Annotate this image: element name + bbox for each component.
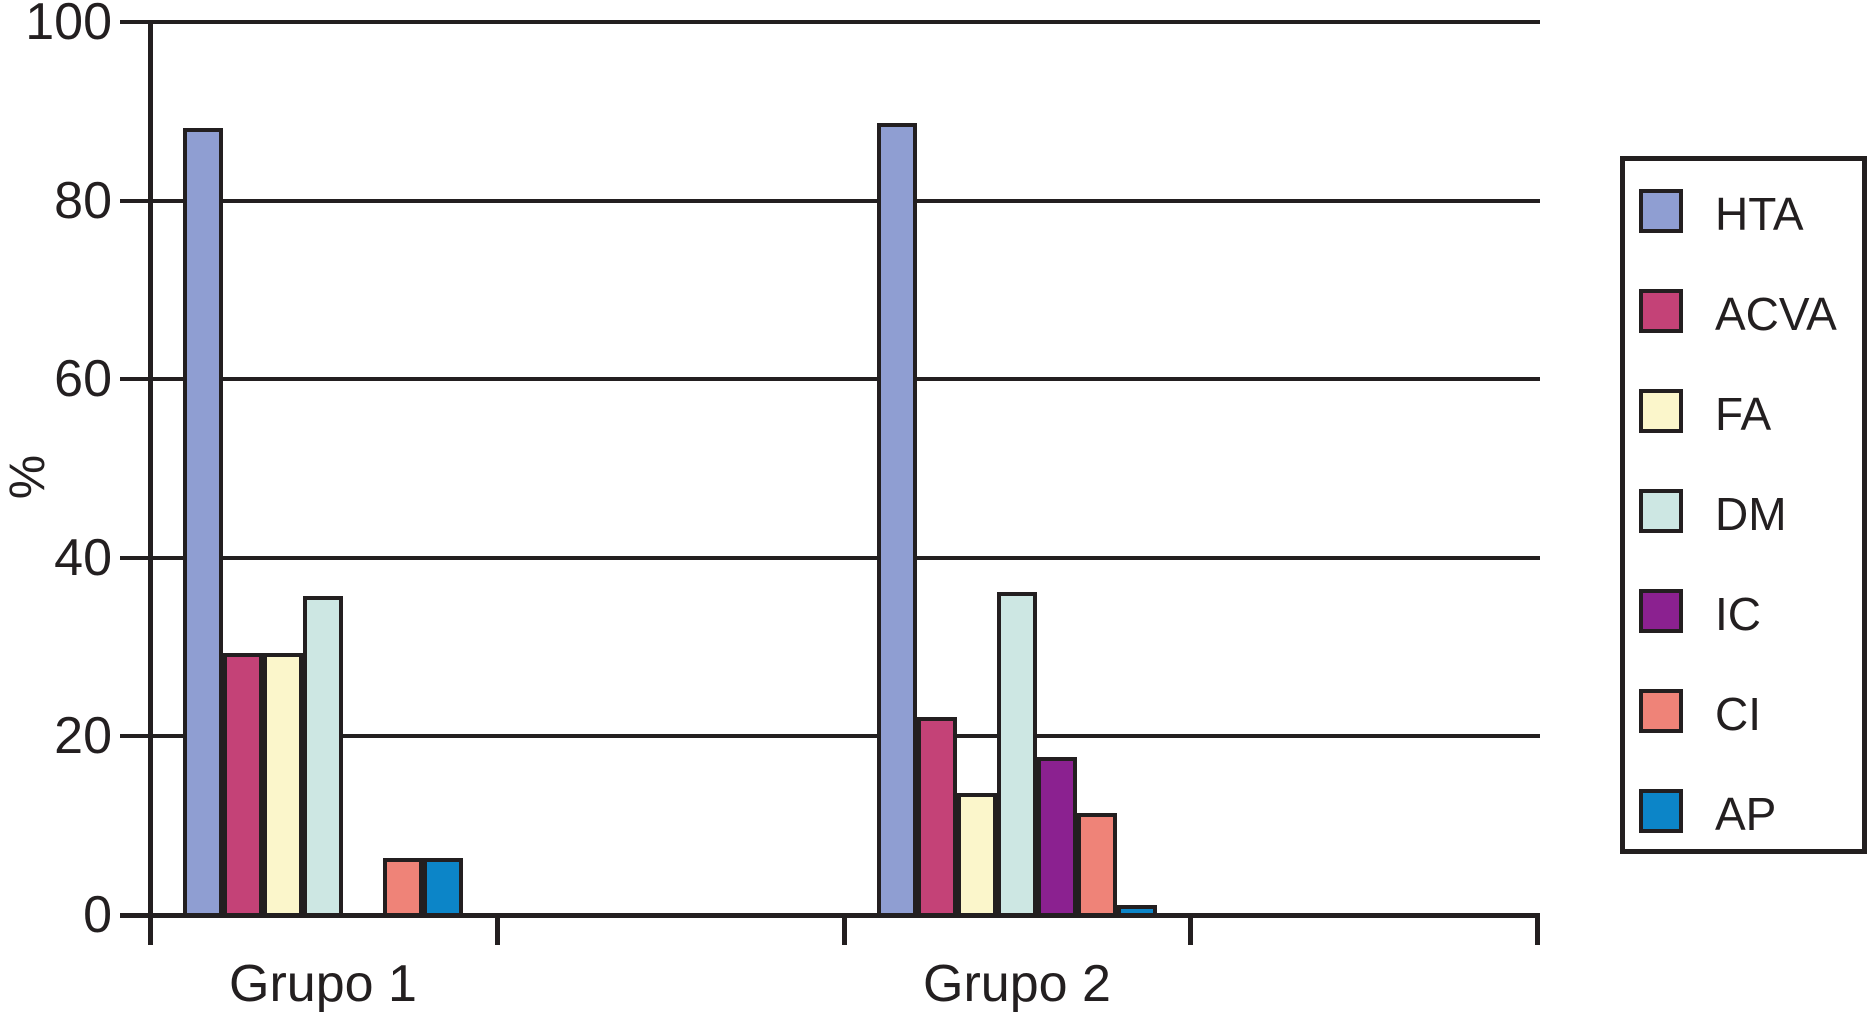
bar-ci-grupo1 (383, 858, 423, 917)
bar-dm-grupo2 (997, 592, 1037, 917)
bar-ic-grupo2 (1037, 757, 1077, 917)
legend-swatch-ic (1639, 589, 1683, 633)
legend-label: FA (1715, 388, 1772, 440)
bar-acva-grupo2 (917, 717, 957, 917)
y-tick-label: 80 (54, 172, 112, 230)
gridline-80 (120, 199, 1540, 203)
bar-fa-grupo2 (957, 793, 997, 917)
x-category-label: Grupo 1 (229, 955, 417, 1013)
legend-swatch-hta (1639, 189, 1683, 233)
bar-hta-grupo1 (183, 128, 223, 917)
legend-entry-ci: CI (1625, 689, 1862, 737)
y-axis-title: % (0, 454, 55, 500)
bar-ci-grupo2 (1077, 813, 1117, 917)
gridline-20 (120, 734, 1540, 738)
gridline-100 (120, 20, 1540, 24)
legend-entry-ic: IC (1625, 589, 1862, 637)
legend-entry-acva: ACVA (1625, 289, 1862, 337)
legend-label: ACVA (1715, 288, 1837, 340)
bar-ap-grupo1 (423, 858, 463, 917)
y-axis-line (148, 20, 153, 945)
x-category-label: Grupo 2 (923, 955, 1111, 1013)
legend-swatch-dm (1639, 489, 1683, 533)
x-tick (148, 915, 153, 945)
gridline-60 (120, 377, 1540, 381)
legend-swatch-fa (1639, 389, 1683, 433)
x-axis-line (120, 913, 1540, 918)
y-tick-label: 20 (54, 707, 112, 765)
legend-label: HTA (1715, 188, 1804, 240)
bar-fa-grupo1 (263, 653, 303, 917)
x-tick (1535, 915, 1540, 945)
legend-swatch-ci (1639, 689, 1683, 733)
gridline-40 (120, 556, 1540, 560)
y-tick-label: 100 (25, 0, 112, 51)
y-tick-label: 60 (54, 350, 112, 408)
legend-entry-hta: HTA (1625, 189, 1862, 237)
legend-label: IC (1715, 588, 1761, 640)
legend-swatch-acva (1639, 289, 1683, 333)
y-tick-label: 40 (54, 529, 112, 587)
bar-dm-grupo1 (303, 596, 343, 917)
legend-label: AP (1715, 788, 1777, 840)
legend-entry-ap: AP (1625, 789, 1862, 837)
x-tick (1188, 915, 1193, 945)
y-tick-label: 0 (83, 886, 112, 944)
x-tick (842, 915, 847, 945)
legend-entry-dm: DM (1625, 489, 1862, 537)
legend-swatch-ap (1639, 789, 1683, 833)
x-tick (495, 915, 500, 945)
legend: HTA ACVA FA DM IC CI AP (1620, 156, 1867, 854)
legend-label: DM (1715, 488, 1787, 540)
legend-entry-fa: FA (1625, 389, 1862, 437)
bar-acva-grupo1 (223, 653, 263, 917)
legend-label: CI (1715, 688, 1761, 740)
bar-hta-grupo2 (877, 123, 917, 917)
